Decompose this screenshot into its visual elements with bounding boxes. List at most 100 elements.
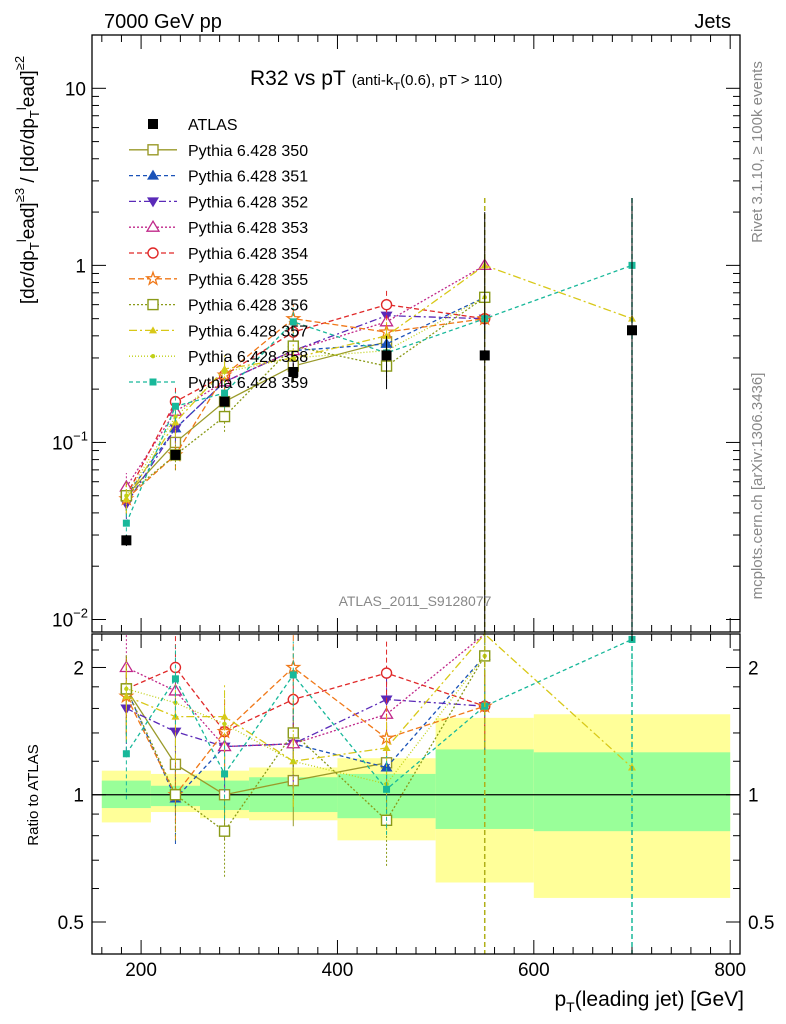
x-axis-label: pT(leading jet) [GeV] (554, 988, 744, 1015)
xlabel-rest: (leading jet) [GeV] (575, 988, 744, 1011)
ratio-point-7-4 (382, 743, 391, 751)
ratio-line-3 (126, 633, 486, 748)
series-line-4 (125, 303, 485, 497)
atlas-data-points (121, 198, 637, 954)
ratio-series-4 (120, 634, 491, 778)
plot-title: R32 vs pT (anti-kT(0.6), pT > 110) (250, 67, 503, 93)
main-series-lines (118, 251, 636, 539)
series-point-6-2 (218, 410, 231, 423)
series-point-9-0 (122, 519, 130, 527)
atlas-point-5 (479, 350, 490, 361)
ratio-point-9-2 (221, 770, 229, 778)
ratio-line-6 (125, 655, 486, 833)
legend-label-2: Pythia 6.428 351 (188, 169, 308, 186)
series-point-9-3 (289, 318, 297, 326)
xtick-label-800: 800 (714, 960, 746, 981)
axes: 200 400 600 800 10−2 10−1 1 10 0.5 0.5 1 1 2 2 (52, 34, 774, 981)
atlas-point-3 (288, 366, 299, 377)
ratio-uncertainty-bands (92, 714, 740, 898)
ratio-line-5 (125, 666, 485, 796)
legend-label-10: Pythia 6.428 359 (188, 375, 308, 392)
legend-label-5: Pythia 6.428 354 (188, 246, 308, 263)
rtick-label-l-0: 0.5 (58, 913, 84, 934)
legend-marker-5 (147, 247, 159, 259)
ytick-label-1: 10−1 (52, 428, 88, 454)
series-point-7-4 (382, 331, 391, 339)
series-line-3 (125, 264, 486, 488)
ratio-point-9-0 (122, 750, 130, 758)
title-sub-c: (0.6), pT > 110) (400, 72, 502, 89)
series-point-9-2 (221, 389, 229, 397)
legend: ATLAS Pythia 6.428 350 Pythia 6.428 351 Pyt… (129, 117, 308, 392)
series-line-6 (125, 296, 486, 497)
ratio-point-7-2 (220, 712, 229, 720)
series-point-8-1 (173, 414, 178, 419)
series-line-2 (125, 315, 485, 505)
xtick-label-200: 200 (125, 960, 157, 981)
legend-marker-2 (147, 169, 159, 180)
series-line-1 (125, 296, 486, 497)
atlas-point-1 (170, 449, 181, 460)
title-sub-b: T (393, 81, 400, 93)
ratio-point-8-3 (291, 759, 296, 764)
series-point-8-2 (222, 369, 227, 375)
side-label-bottom: mcplots.cern.ch [arXiv:1306.3436] (749, 373, 766, 600)
ratio-point-6-2 (218, 825, 231, 837)
ytick-label-0: 10−2 (52, 606, 88, 632)
legend-label-3: Pythia 6.428 352 (188, 194, 308, 211)
legend-label-0: ATLAS (188, 117, 238, 134)
rtick-label-l-1: 1 (73, 786, 84, 807)
xlabel-sub: T (566, 999, 575, 1015)
legend-marker-9 (150, 354, 156, 359)
legend-label-1: Pythia 6.428 350 (188, 143, 308, 160)
ratio-point-7-0 (122, 692, 131, 700)
side-label-top: Rivet 3.1.10, ≥ 100k events (749, 61, 766, 243)
ratio-point-8-0 (124, 686, 129, 692)
series-point-4-4 (380, 298, 393, 311)
series-point-8-3 (291, 355, 296, 361)
ratio-line-8 (126, 655, 486, 785)
legend-label-8: Pythia 6.428 357 (188, 323, 308, 340)
header-right: Jets (694, 11, 731, 33)
ytick-label-2: 1 (75, 256, 86, 277)
series-9 (122, 251, 636, 539)
atlas-point-6 (627, 325, 637, 336)
legend-label-6: Pythia 6.428 355 (188, 272, 308, 289)
title-main: R32 vs pT (250, 67, 346, 90)
ratio-point-8-2 (222, 721, 227, 727)
ratio-point-4-4 (380, 667, 393, 679)
legend-marker-8 (149, 326, 157, 334)
legend-marker-4 (145, 219, 161, 232)
ratio-ylabel: Ratio to ATLAS (25, 744, 42, 845)
ytick-label-3: 10 (65, 79, 86, 100)
xlabel-main: p (554, 988, 566, 1011)
xtick-label-600: 600 (518, 960, 550, 981)
atlas-point-2 (219, 396, 230, 407)
ratio-series-lines (118, 633, 636, 877)
legend-marker-3 (147, 197, 159, 208)
ratio-point-9-3 (289, 671, 297, 679)
legend-label-9: Pythia 6.428 358 (188, 349, 308, 366)
analysis-label: ATLAS_2011_S9128077 (339, 593, 492, 609)
legend-label-7: Pythia 6.428 356 (188, 298, 308, 315)
legend-marker-6 (144, 270, 162, 286)
rtick-label-r-1: 1 (748, 786, 759, 807)
legend-marker-1 (147, 144, 159, 156)
atlas-point-0 (121, 535, 132, 546)
ratio-point-6-1 (169, 789, 182, 801)
series-point-8-0 (124, 493, 129, 498)
atlas-point-4 (381, 350, 392, 361)
legend-marker-0 (148, 119, 158, 129)
series-point-9-1 (171, 402, 179, 410)
main-ylabel: [dσ/dpTlead]≥3 / [dσ/dpTlead]≥2 (12, 56, 42, 304)
ratio-point-9-1 (171, 675, 179, 683)
legend-label-4: Pythia 6.428 353 (188, 220, 308, 237)
legend-marker-7 (147, 298, 159, 311)
ratio-point-9-4 (383, 785, 391, 793)
rtick-label-r-2: 2 (748, 658, 759, 679)
ratio-line-4 (126, 666, 485, 733)
legend-marker-10 (149, 378, 157, 386)
rtick-label-r-0: 0.5 (748, 913, 774, 934)
title-sub-a: (anti-k (352, 72, 394, 89)
